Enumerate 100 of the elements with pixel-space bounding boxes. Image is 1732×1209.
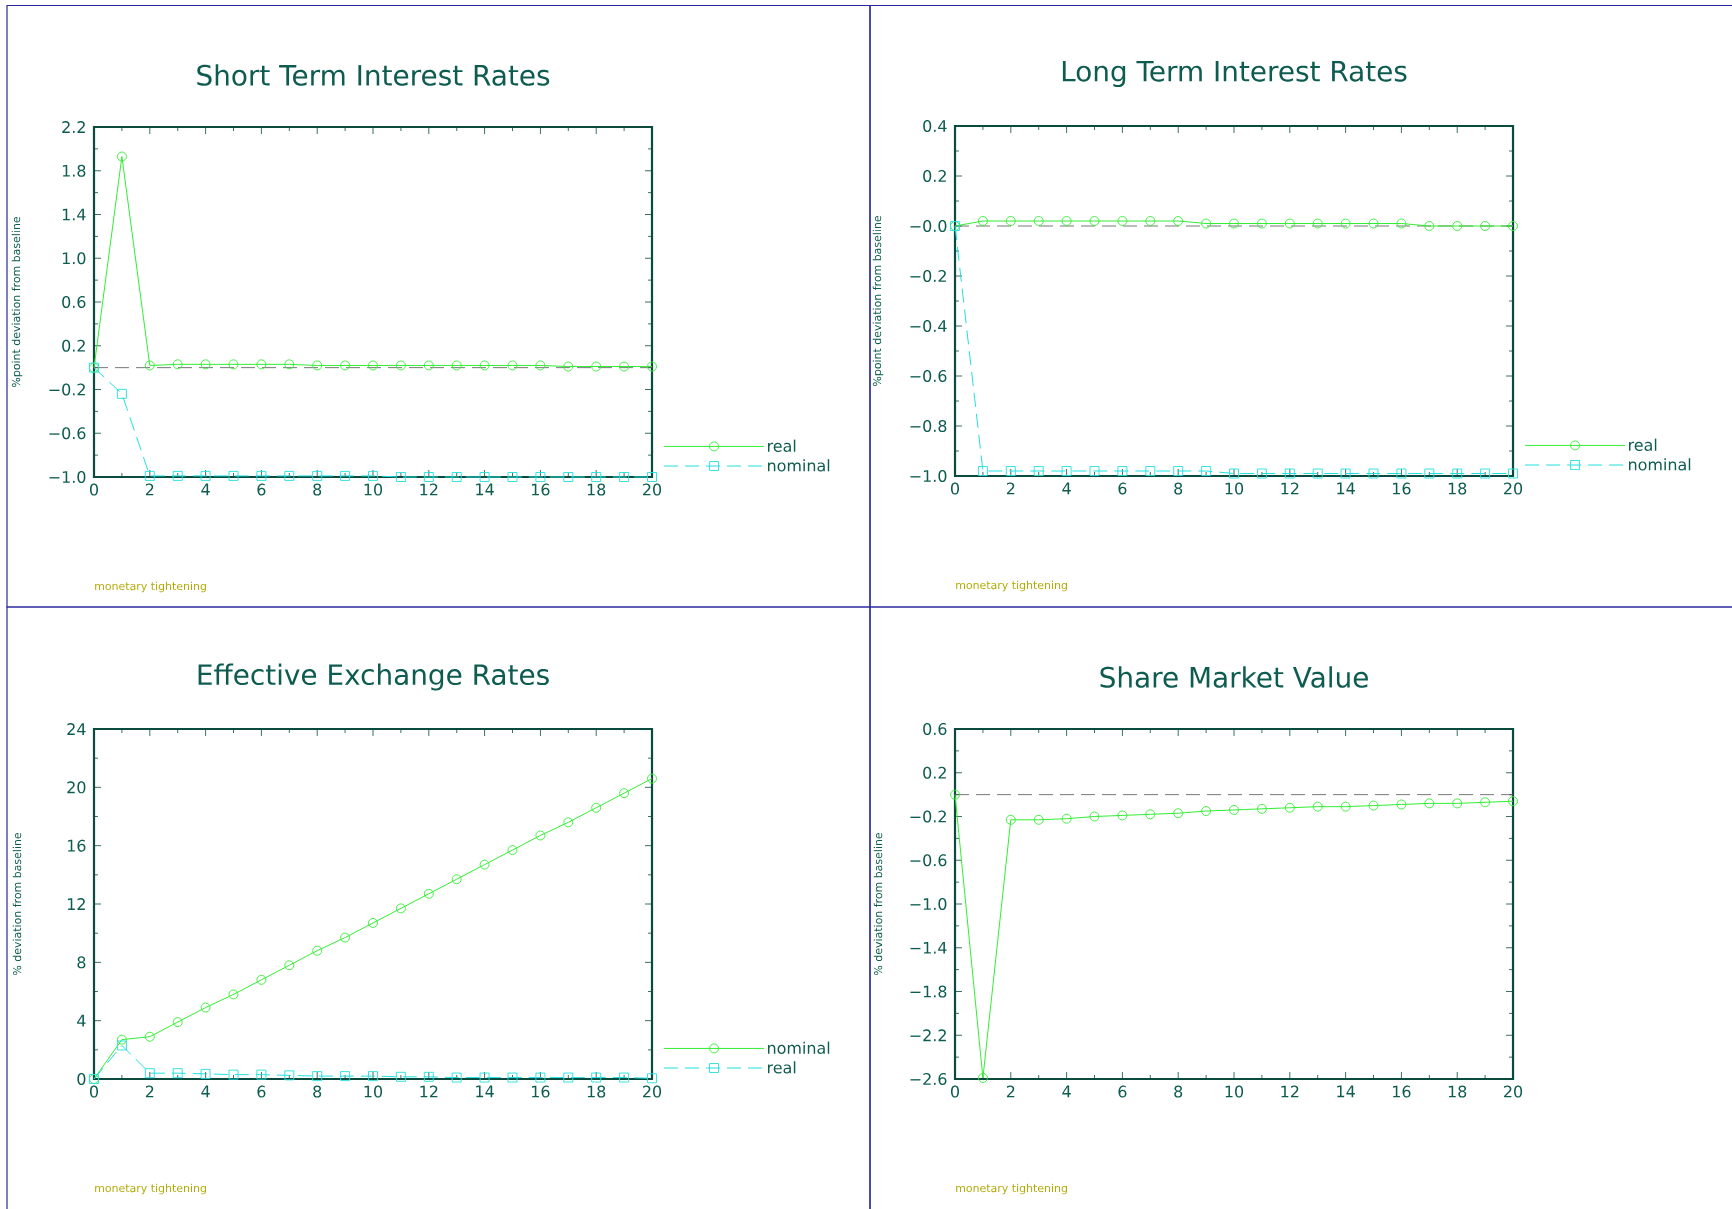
point (1312, 468, 1323, 479)
y-tick-label: −0.2 (910, 269, 946, 283)
point (1117, 466, 1128, 476)
y-tick-label: −1.4 (910, 941, 947, 954)
point (1173, 808, 1184, 819)
x-tick-label: 8 (313, 1085, 322, 1098)
point (395, 360, 406, 371)
y-tick-label: −0.6 (910, 854, 947, 867)
y-tick-label: 1.0 (62, 252, 86, 265)
x-tick-label: 10 (1225, 1085, 1244, 1098)
x-tick-label: 8 (313, 483, 322, 496)
x-tick-label: 0 (89, 483, 99, 496)
y-tick-label: 0.2 (923, 766, 946, 779)
point (368, 470, 378, 481)
point (200, 1068, 211, 1079)
point (1508, 796, 1518, 807)
point (451, 360, 462, 371)
point (1396, 799, 1407, 810)
point (423, 1071, 434, 1082)
x-tick-label: 6 (257, 483, 266, 496)
x-tick-label: 2 (1006, 1085, 1015, 1098)
point (423, 360, 434, 371)
point (228, 470, 239, 481)
chart-title: Effective Exchange Rates (198, 663, 549, 691)
point (284, 470, 295, 481)
point (1480, 797, 1491, 808)
x-tick-label: 0 (950, 482, 960, 495)
point (977, 466, 988, 476)
point (228, 1069, 239, 1080)
point (1173, 216, 1184, 226)
point (228, 989, 239, 1000)
x-tick-label: 16 (532, 483, 550, 496)
x-tick-label: 6 (1118, 1085, 1127, 1098)
point (977, 216, 988, 226)
point (1452, 798, 1463, 809)
point (619, 472, 630, 482)
text: monetary tightening (95, 1183, 206, 1195)
point (1201, 806, 1212, 816)
x-tick-label: 12 (420, 483, 438, 496)
point (172, 359, 183, 370)
y-tick-label: 0.6 (62, 295, 86, 309)
x-tick-label: 2 (145, 483, 154, 496)
point (535, 360, 546, 371)
point (1117, 216, 1128, 226)
y-tick-label: −0.6 (910, 369, 947, 383)
x-tick-label: 10 (364, 483, 383, 496)
point (312, 360, 323, 371)
chart-title: Long Term Interest Rates (1062, 60, 1407, 88)
point (116, 151, 127, 162)
point (340, 1071, 351, 1082)
chart-title: Short Term Interest Rates (197, 64, 550, 86)
x-tick-label: 20 (643, 1085, 662, 1098)
point (451, 874, 462, 885)
x-tick-label: 12 (1281, 1085, 1299, 1098)
text: monetary tightening (95, 581, 206, 593)
x-tick-label: 4 (201, 483, 210, 496)
point (1424, 221, 1435, 231)
y-axis-title: %point deviation from baseline (11, 217, 23, 387)
point (200, 1002, 211, 1013)
point (395, 1071, 406, 1082)
y-tick-label: −2.6 (910, 1072, 947, 1086)
point (256, 1069, 267, 1080)
point (479, 360, 490, 371)
point (1145, 466, 1156, 476)
point (535, 1072, 546, 1083)
point (1312, 801, 1323, 812)
point (1145, 809, 1156, 820)
point (1005, 814, 1016, 825)
point (1340, 801, 1351, 812)
point (1256, 468, 1267, 479)
y-tick-label: −1.0 (910, 897, 947, 911)
point (507, 1072, 518, 1083)
point (1312, 218, 1323, 229)
y-tick-label: 1.8 (62, 164, 86, 177)
x-tick-label: 0 (89, 1085, 99, 1098)
point (479, 472, 490, 482)
point (312, 945, 323, 956)
point (1452, 221, 1463, 231)
point (591, 472, 602, 482)
x-tick-label: 2 (1006, 482, 1015, 495)
x-tick-label: 14 (1337, 482, 1355, 495)
y-tick-label: −0.4 (910, 319, 947, 333)
y-tick-label: −0.2 (49, 383, 85, 396)
point (977, 1072, 988, 1083)
text: real (768, 1061, 796, 1074)
x-tick-label: 14 (476, 1085, 494, 1098)
x-tick-label: 10 (364, 1085, 383, 1098)
y-tick-label: −0.8 (910, 419, 947, 433)
point (591, 1072, 602, 1083)
point (1368, 218, 1379, 229)
point (1089, 466, 1100, 476)
point (144, 470, 155, 481)
point (591, 802, 602, 813)
x-tick-label: 4 (1062, 1085, 1071, 1098)
text: nominal (768, 459, 830, 472)
point (1005, 466, 1016, 476)
point (1089, 216, 1100, 226)
x-tick-label: 18 (1448, 1085, 1467, 1098)
point (312, 470, 323, 481)
point (200, 470, 211, 481)
